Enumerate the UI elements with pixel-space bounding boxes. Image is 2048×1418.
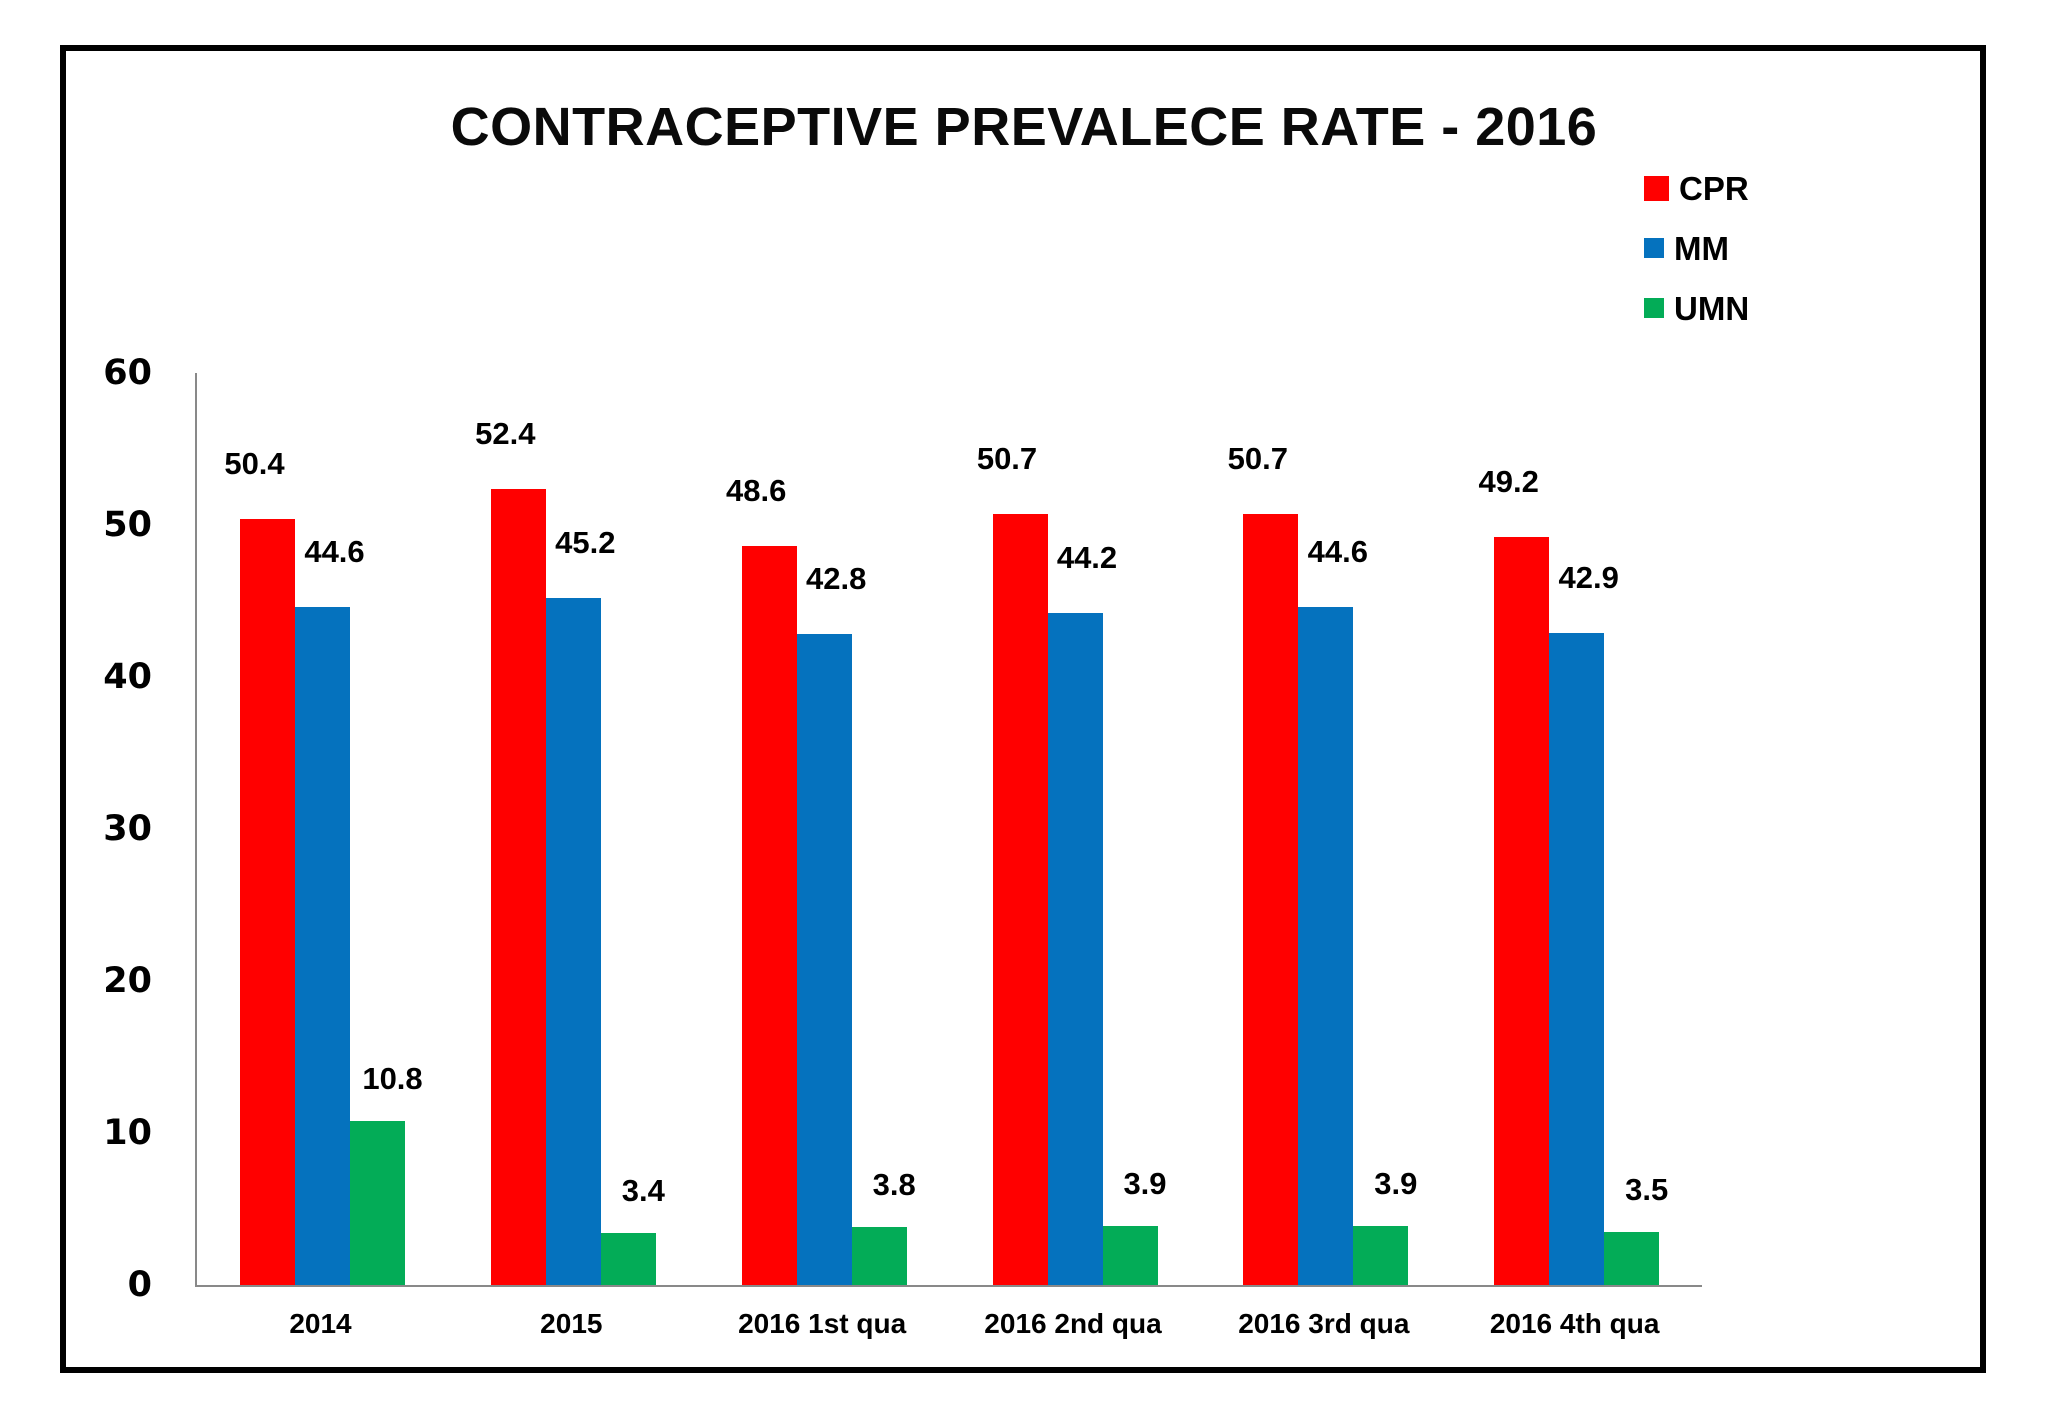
y-tick-label-0: 0 — [127, 1265, 152, 1305]
bar-cpr-2015 — [490, 488, 546, 1285]
bar-umn-2016-4th-qua — [1604, 1231, 1660, 1285]
value-label-cpr-2016-4th-qua: 49.2 — [1478, 464, 1539, 500]
value-label-umn-2016-1st-qua: 3.8 — [872, 1167, 916, 1203]
value-label-cpr-2016-2nd-qua: 50.7 — [976, 441, 1038, 477]
bar-cpr-2016-4th-qua — [1494, 537, 1550, 1285]
bar-mm-2016-2nd-qua — [1047, 613, 1103, 1285]
legend-item-mm: MM — [1644, 228, 1749, 268]
x-tick-label-2016-2nd-qua: 2016 2nd qua — [984, 1308, 1162, 1339]
y-tick-label-40: 40 — [103, 657, 152, 697]
value-label-mm-2016-1st-qua: 42.8 — [805, 561, 867, 597]
legend-label-mm: MM — [1674, 229, 1729, 267]
bar-mm-2016-4th-qua — [1549, 632, 1605, 1285]
bar-mm-2016-1st-qua — [796, 634, 852, 1285]
value-label-cpr-2016-1st-qua: 48.6 — [725, 473, 787, 509]
bar-umn-2014 — [350, 1120, 405, 1285]
bar-cpr-2016-3rd-qua — [1243, 514, 1299, 1285]
value-label-mm-2016-2nd-qua: 44.2 — [1056, 540, 1118, 576]
value-label-mm-2014: 44.6 — [304, 534, 365, 570]
value-label-mm-2016-4th-qua: 42.9 — [1558, 559, 1619, 595]
bar-mm-2014 — [295, 607, 350, 1285]
x-tick-label-2015: 2015 — [540, 1308, 603, 1339]
bar-cpr-2014 — [240, 518, 295, 1285]
legend-item-umn: UMN — [1644, 288, 1749, 328]
value-label-mm-2015: 45.2 — [555, 524, 616, 560]
value-label-cpr-2016-3rd-qua: 50.7 — [1227, 441, 1288, 477]
bar-mm-2015 — [545, 597, 601, 1285]
y-axis: 0 10 20 30 40 50 60 — [62, 0, 152, 1418]
legend-item-cpr: CPR — [1644, 168, 1749, 208]
x-tick-label-2014: 2014 — [289, 1308, 352, 1339]
y-tick-label-20: 20 — [103, 961, 152, 1001]
value-label-umn-2016-2nd-qua: 3.9 — [1123, 1165, 1167, 1201]
value-label-cpr-2015: 52.4 — [475, 415, 536, 451]
bar-umn-2016-2nd-qua — [1102, 1225, 1158, 1285]
bar-umn-2016-3rd-qua — [1353, 1225, 1409, 1285]
bar-mm-2016-3rd-qua — [1298, 607, 1354, 1285]
chart-title: CONTRACEPTIVE PREVALECE RATE - 2016 — [450, 97, 1598, 157]
value-label-umn-2016-3rd-qua: 3.9 — [1374, 1165, 1418, 1201]
value-label-umn-2014: 10.8 — [362, 1060, 423, 1096]
x-tick-label-2016-4th-qua: 2016 4th qua — [1489, 1308, 1660, 1339]
bar-umn-2015 — [600, 1233, 656, 1285]
x-tick-label-2016-3rd-qua: 2016 3rd qua — [1238, 1308, 1410, 1339]
x-tick-label-2016-1st-qua: 2016 1st qua — [738, 1308, 907, 1339]
plot-area: 50.4 44.6 10.8 52.4 45.2 3.4 48.6 42.8 3.8 50.7 44… — [195, 373, 1702, 1287]
value-label-cpr-2014: 50.4 — [224, 445, 285, 481]
legend: CPR MM UMN — [1644, 168, 1749, 348]
bar-cpr-2016-2nd-qua — [992, 514, 1048, 1285]
legend-swatch-umn-icon — [1644, 298, 1664, 318]
x-axis: 2014 2015 2016 1st qua 2016 2nd qua 2016 3rd… — [0, 1296, 2048, 1356]
legend-swatch-mm-icon — [1644, 238, 1664, 258]
legend-swatch-cpr-icon — [1644, 175, 1669, 201]
legend-label-umn: UMN — [1674, 289, 1750, 327]
legend-label-cpr: CPR — [1679, 169, 1749, 207]
bar-cpr-2016-1st-qua — [741, 546, 797, 1285]
value-label-umn-2015: 3.4 — [621, 1173, 665, 1209]
value-label-umn-2016-4th-qua: 3.5 — [1625, 1171, 1669, 1207]
bar-umn-2016-1st-qua — [851, 1227, 907, 1285]
y-tick-label-30: 30 — [103, 809, 152, 849]
value-label-mm-2016-3rd-qua: 44.6 — [1307, 534, 1368, 570]
y-tick-label-10: 10 — [103, 1113, 152, 1153]
y-tick-label-50: 50 — [103, 505, 152, 545]
y-tick-label-60: 60 — [103, 353, 152, 393]
